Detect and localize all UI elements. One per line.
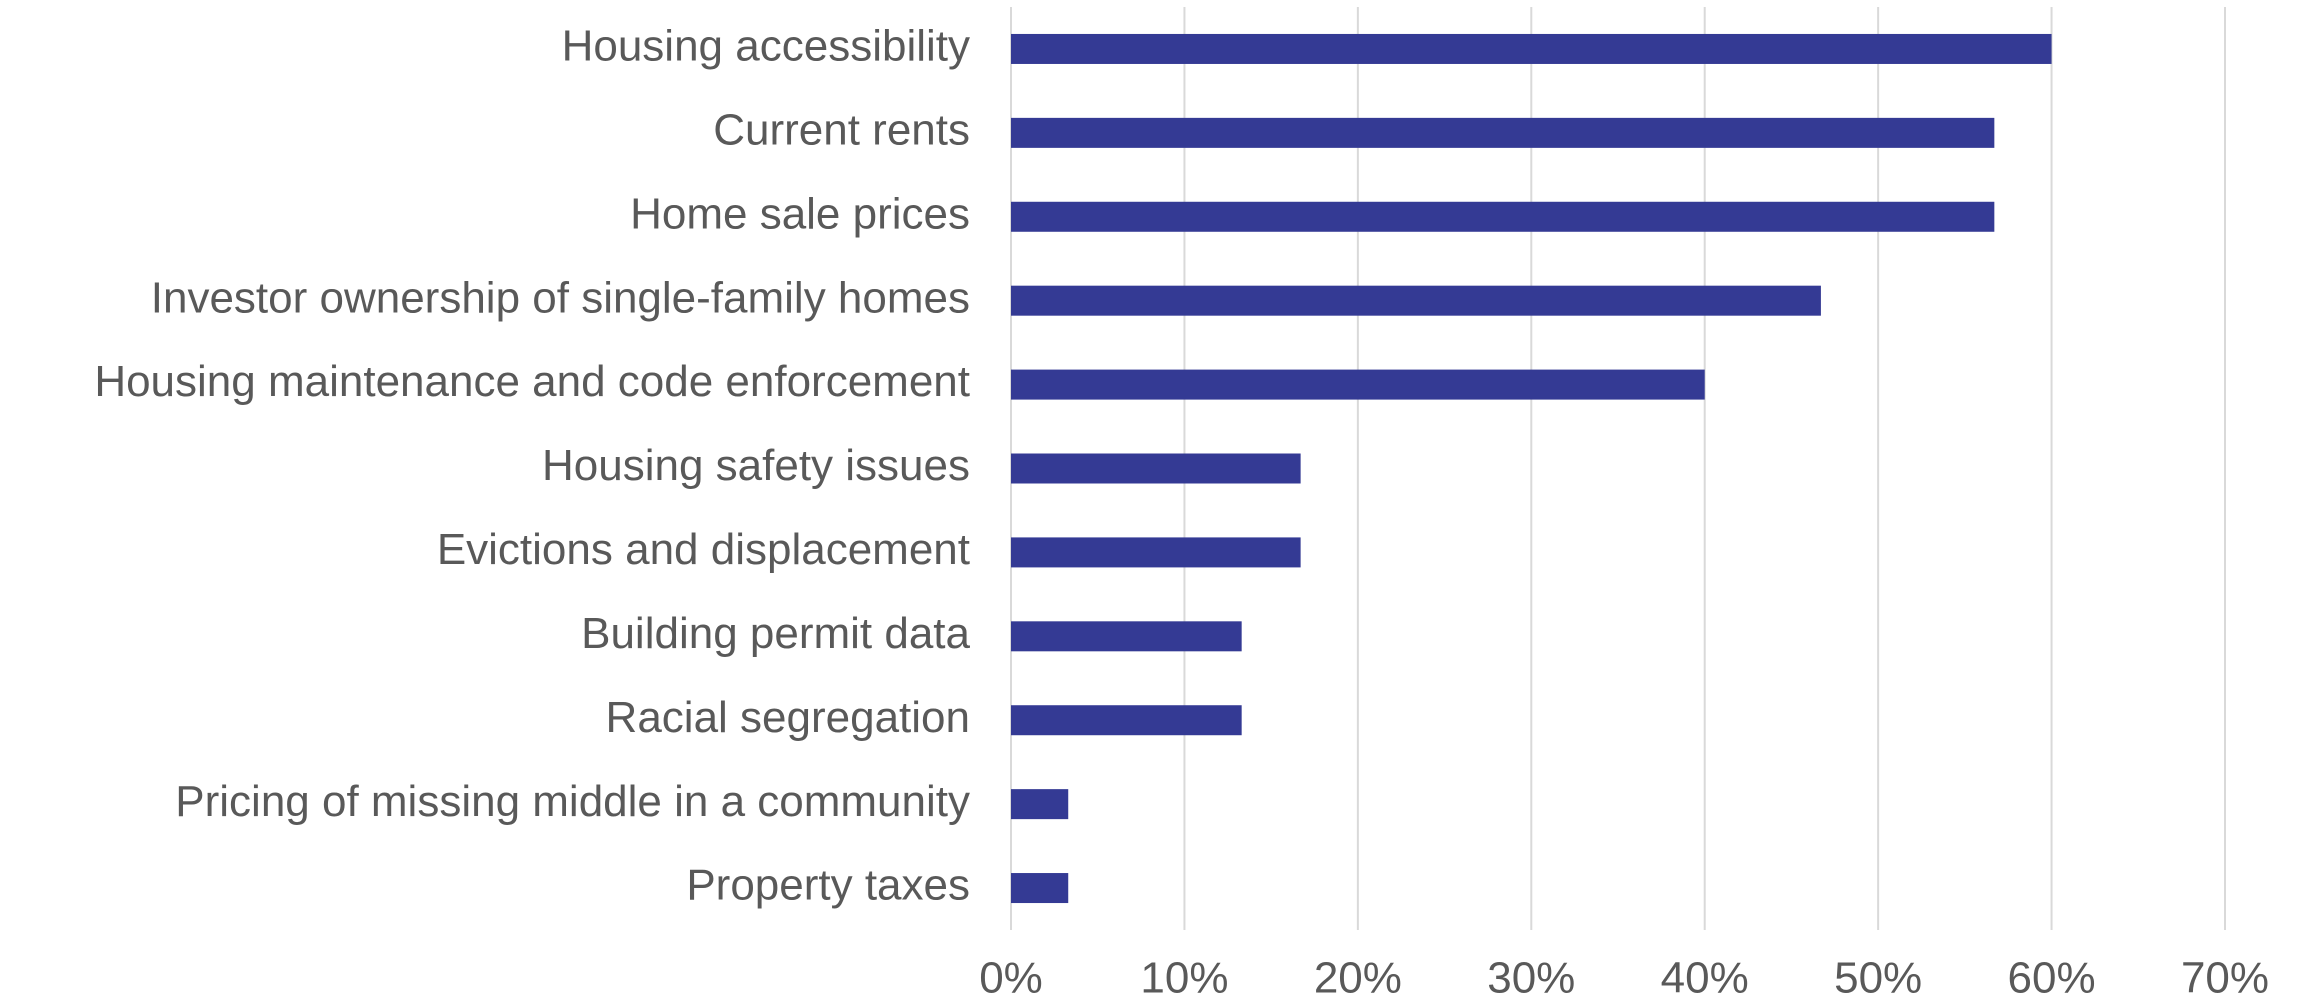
bar	[1011, 621, 1242, 652]
y-tick-label: Housing accessibility	[562, 22, 970, 71]
y-tick-label: Investor ownership of single-family home…	[151, 273, 970, 322]
x-tick-label: 70%	[2181, 954, 2269, 1003]
y-tick-label: Current rents	[713, 105, 970, 154]
y-tick-label: Pricing of missing middle in a community	[175, 777, 970, 826]
x-tick-label: 20%	[1314, 954, 1402, 1003]
y-tick-label: Racial segregation	[606, 693, 970, 742]
bar	[1011, 453, 1301, 484]
y-tick-label: Building permit data	[581, 609, 970, 658]
y-tick-label: Housing safety issues	[542, 441, 970, 490]
x-tick-label: 60%	[2008, 954, 2096, 1003]
x-tick-label: 50%	[1834, 954, 1922, 1003]
x-tick-label: 30%	[1487, 954, 1575, 1003]
bar	[1011, 117, 1995, 148]
x-tick-label: 0%	[979, 954, 1043, 1003]
bar	[1011, 285, 1821, 316]
bar	[1011, 33, 2052, 64]
y-tick-label: Home sale prices	[630, 189, 970, 238]
bar	[1011, 369, 1705, 400]
x-tick-label: 10%	[1140, 954, 1228, 1003]
bar	[1011, 705, 1242, 736]
x-tick-label: 40%	[1661, 954, 1749, 1003]
y-tick-label: Housing maintenance and code enforcement	[94, 357, 970, 406]
y-tick-label: Evictions and displacement	[437, 525, 970, 574]
bar	[1011, 537, 1301, 568]
bar	[1011, 873, 1069, 904]
bar	[1011, 201, 1995, 232]
y-tick-label: Property taxes	[686, 861, 970, 910]
bar	[1011, 789, 1069, 820]
